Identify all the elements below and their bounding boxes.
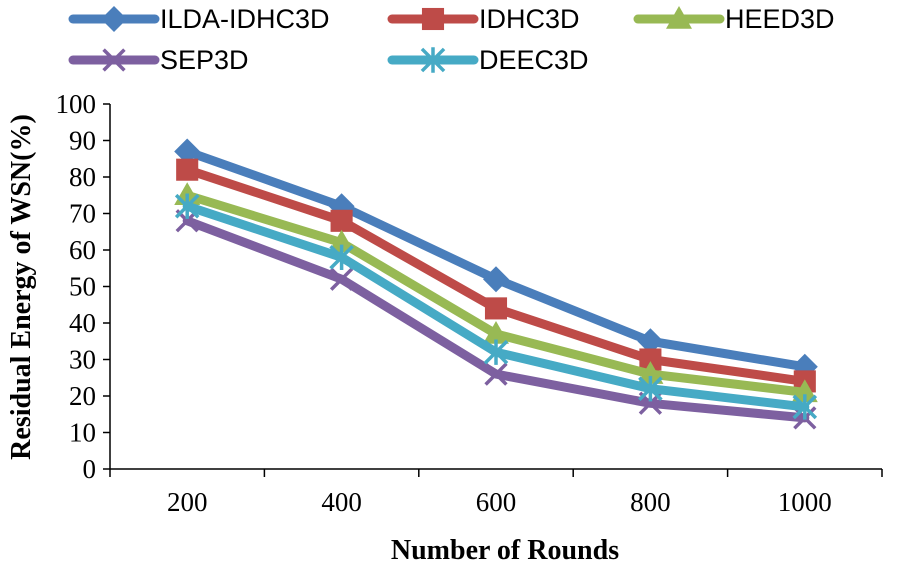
data-point — [484, 297, 508, 320]
y-ticks: 0 10 20 30 40 50 60 70 80 90 100 — [56, 89, 110, 484]
legend-label: HEED3D — [725, 4, 835, 34]
legend-marker — [102, 48, 126, 72]
legend: ILDA-IDHC3D IDHC3D HEED3D SEP3D DEEC3D — [68, 4, 835, 75]
legend-item-heed3d: HEED3D — [633, 4, 835, 34]
legend-marker — [666, 6, 692, 29]
y-tick-label: 80 — [69, 162, 96, 192]
data-point — [791, 379, 818, 403]
legend-item-ilda-idhc3d: ILDA-IDHC3D — [68, 4, 330, 34]
data-point — [328, 229, 355, 253]
data-point — [174, 193, 200, 219]
data-point — [330, 209, 353, 232]
legend-label: DEEC3D — [479, 45, 589, 75]
data-point — [639, 348, 662, 371]
data-point — [637, 328, 664, 355]
x-tick-label: 400 — [321, 487, 362, 517]
data-point — [792, 394, 818, 420]
data-point — [329, 267, 354, 291]
y-tick-label: 0 — [83, 454, 97, 484]
legend-item-deec3d: DEEC3D — [387, 45, 589, 75]
data-point — [483, 339, 509, 365]
y-tick-label: 50 — [69, 272, 96, 302]
y-tick-label: 10 — [69, 418, 96, 448]
y-tick-label: 20 — [69, 381, 96, 411]
data-point — [484, 362, 508, 386]
y-tick-label: 100 — [56, 89, 97, 119]
y-tick-label: 40 — [69, 308, 96, 338]
x-tick-label: 600 — [476, 487, 517, 517]
legend-marker — [421, 7, 445, 31]
x-axis-title: Number of Rounds — [391, 535, 619, 566]
data-point — [176, 158, 199, 181]
data-point — [174, 138, 201, 165]
legend-item-idhc3d: IDHC3D — [387, 4, 580, 34]
x-tick-label: 800 — [630, 487, 671, 517]
legend-label: ILDA-IDHC3D — [160, 4, 330, 34]
series-idhc3d — [176, 158, 816, 393]
series-group — [174, 138, 818, 430]
legend-label: IDHC3D — [479, 4, 580, 34]
legend-marker — [101, 6, 127, 32]
y-tick-label: 60 — [69, 235, 96, 265]
y-tick-label: 90 — [69, 126, 96, 156]
y-axis-title: Residual Energy of WSN(%) — [6, 114, 37, 460]
legend-marker — [420, 47, 446, 73]
y-tick-label: 70 — [69, 199, 96, 229]
data-point — [483, 320, 509, 344]
data-point — [637, 361, 664, 384]
data-point — [483, 266, 509, 293]
data-point — [638, 375, 663, 402]
y-tick-label: 30 — [69, 345, 96, 375]
x-tick-label: 200 — [167, 487, 208, 517]
x-ticks: 200 400 600 800 1000 — [109, 469, 883, 517]
legend-item-sep3d: SEP3D — [68, 45, 249, 75]
x-tick-label: 1000 — [778, 487, 832, 517]
legend-label: SEP3D — [160, 45, 249, 75]
series-deec3d — [174, 193, 818, 420]
data-point — [329, 244, 354, 271]
